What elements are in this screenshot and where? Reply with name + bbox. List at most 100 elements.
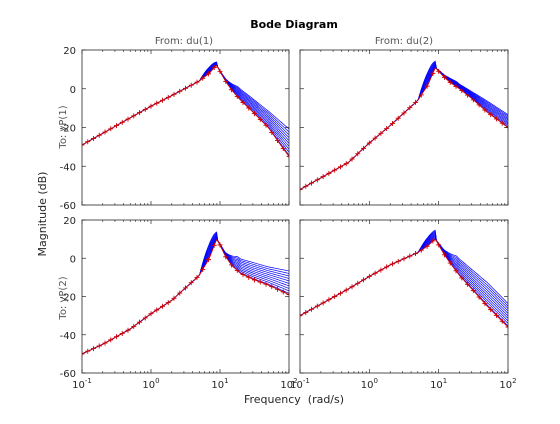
nominal-marker bbox=[275, 137, 280, 143]
y-tick-label: -40 bbox=[60, 331, 76, 342]
bode-panel: -60 -40 -20 0 20 bbox=[60, 46, 290, 212]
nominal-marker bbox=[389, 121, 395, 127]
nominal-marker bbox=[476, 294, 482, 300]
nominal-marker bbox=[188, 280, 194, 286]
nominal-marker bbox=[436, 68, 442, 74]
nominal-marker bbox=[499, 120, 505, 126]
nominal-marker bbox=[154, 307, 160, 313]
nominal-marker bbox=[223, 78, 229, 84]
nominal-marker bbox=[384, 264, 390, 270]
nominal-marker bbox=[300, 313, 303, 319]
nominal-marker bbox=[188, 82, 194, 88]
nominal-marker bbox=[183, 85, 188, 91]
nominal-marker bbox=[234, 267, 240, 273]
nominal-marker bbox=[459, 275, 465, 281]
nominal-marker bbox=[441, 252, 447, 258]
nominal-marker bbox=[217, 242, 223, 248]
nominal-marker bbox=[488, 307, 494, 313]
nominal-marker bbox=[337, 290, 343, 296]
nominal-marker bbox=[211, 64, 217, 70]
nominal-marker bbox=[459, 88, 465, 94]
nominal-marker bbox=[252, 111, 257, 117]
nominal-marker bbox=[286, 154, 289, 160]
y-tick-label: -20 bbox=[60, 293, 76, 304]
nominal-marker bbox=[320, 174, 326, 180]
nominal-marker bbox=[488, 112, 494, 118]
nominal-marker bbox=[355, 280, 361, 286]
y-tick-label: -20 bbox=[60, 124, 76, 135]
nominal-marker bbox=[465, 92, 471, 98]
nominal-marker bbox=[470, 97, 476, 103]
nominal-marker bbox=[303, 309, 309, 315]
nominal-marker bbox=[447, 79, 453, 85]
y-axis-label: Magnitude (dB) bbox=[36, 172, 49, 257]
y-tick-label: 0 bbox=[70, 85, 76, 96]
nominal-marker bbox=[470, 288, 476, 294]
nominal-marker bbox=[257, 279, 263, 285]
column-label-2: From: du(2) bbox=[375, 36, 433, 47]
nominal-marker bbox=[413, 99, 419, 105]
nominal-marker bbox=[234, 93, 240, 99]
nominal-marker bbox=[332, 167, 338, 173]
nominal-marker bbox=[96, 343, 102, 349]
nominal-marker bbox=[137, 319, 142, 325]
nominal-marker bbox=[332, 294, 338, 299]
panel-curves bbox=[82, 231, 289, 357]
nominal-marker bbox=[85, 348, 91, 354]
nominal-marker bbox=[303, 183, 309, 189]
nominal-marker bbox=[240, 100, 246, 106]
nominal-marker bbox=[476, 102, 482, 108]
bode-panel bbox=[299, 49, 509, 206]
nominal-marker bbox=[378, 130, 384, 136]
nominal-marker bbox=[177, 290, 183, 296]
nominal-marker bbox=[252, 277, 257, 283]
nominal-marker bbox=[148, 311, 154, 317]
nominal-marker bbox=[505, 324, 508, 330]
nominal-marker bbox=[343, 287, 349, 293]
nominal-marker bbox=[372, 270, 378, 276]
nominal-marker bbox=[85, 139, 91, 145]
y-tick-label: -60 bbox=[60, 369, 76, 380]
nominal-marker bbox=[165, 94, 171, 100]
nominal-marker bbox=[137, 110, 142, 116]
nominal-marker bbox=[493, 312, 499, 318]
nominal-marker bbox=[366, 140, 372, 146]
bode-panel: 10-1 100 101 102 bbox=[290, 219, 517, 391]
nominal-marker bbox=[96, 132, 102, 138]
nominal-marker bbox=[407, 105, 413, 111]
nominal-marker bbox=[206, 71, 211, 77]
nominal-marker bbox=[280, 146, 286, 152]
panel-background bbox=[82, 220, 289, 373]
nominal-marker bbox=[395, 258, 401, 264]
nominal-marker bbox=[171, 91, 177, 97]
y-tick-label: 0 bbox=[70, 254, 76, 265]
nominal-marker bbox=[183, 285, 188, 291]
nominal-marker bbox=[326, 297, 332, 303]
nominal-marker bbox=[493, 116, 499, 122]
nominal-marker bbox=[314, 303, 320, 309]
nominal-marker bbox=[194, 274, 200, 280]
nominal-marker bbox=[407, 253, 413, 259]
nominal-marker bbox=[430, 70, 436, 76]
nominal-marker bbox=[418, 247, 424, 253]
nominal-marker bbox=[269, 284, 275, 290]
x-axis-label: Frequency (rad/s) bbox=[244, 393, 344, 406]
nominal-marker bbox=[171, 295, 177, 301]
nominal-marker bbox=[361, 277, 367, 283]
nominal-marker bbox=[165, 300, 171, 306]
nominal-marker bbox=[148, 103, 154, 109]
nominal-marker bbox=[300, 187, 303, 192]
nominal-marker bbox=[280, 289, 286, 295]
nominal-marker bbox=[424, 243, 430, 249]
nominal-marker bbox=[263, 122, 269, 128]
nominal-marker bbox=[211, 242, 217, 248]
panel-background bbox=[300, 220, 508, 373]
nominal-marker bbox=[131, 113, 137, 119]
nominal-marker bbox=[343, 161, 349, 167]
nominal-marker bbox=[177, 88, 183, 94]
nominal-marker bbox=[206, 257, 211, 263]
nominal-marker bbox=[320, 300, 326, 306]
